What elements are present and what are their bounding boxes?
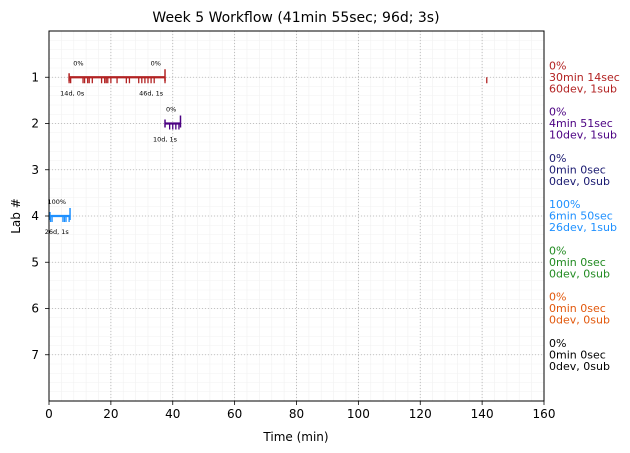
- axes: 0 20 40 60 80 100 120 140 160 1 2 3 4 5 6 7: [31, 70, 555, 421]
- lab-2-percent-label: 0%: [166, 106, 176, 114]
- x-tick-label: 40: [165, 407, 180, 421]
- y-tick-label: 4: [31, 209, 39, 223]
- plot-area: 0% 0% 14d, 0s 46d, 1s 0% 10d, 1s 100% 26d, 1s: [45, 59, 488, 236]
- lab-1-summary-line: 30min 14sec: [549, 71, 620, 84]
- lab-5-summary-line: 0min 0sec: [549, 256, 606, 269]
- x-tick-label: 60: [227, 407, 242, 421]
- lab-1-percent-label: 0%: [151, 59, 161, 67]
- lab-1-track: 0% 0% 14d, 0s 46d, 1s: [60, 59, 488, 97]
- lab-4-summary-line: 100%: [549, 198, 580, 211]
- x-tick-label: 160: [533, 407, 556, 421]
- x-tick-label: 80: [289, 407, 304, 421]
- y-tick-label: 1: [31, 70, 39, 84]
- lab-2-track: 0% 10d, 1s: [153, 106, 182, 144]
- lab-1-summary-line: 0%: [549, 59, 566, 72]
- lab-6-summary-line: 0dev, 0sub: [549, 314, 610, 327]
- lab-2-count-label: 10d, 1s: [153, 136, 178, 144]
- lab-7-summary-line: 0dev, 0sub: [549, 360, 610, 373]
- lab-6-summary-line: 0%: [549, 291, 566, 304]
- chart-title: Week 5 Workflow (41min 55sec; 96d; 3s): [152, 10, 439, 26]
- lab-1-count-label: 14d, 0s: [60, 89, 85, 97]
- x-tick-label: 120: [409, 407, 432, 421]
- lab-1-percent-label: 0%: [73, 59, 83, 67]
- lab-4-count-label: 26d, 1s: [45, 228, 70, 236]
- lab-3-summary-line: 0%: [549, 152, 566, 165]
- lab-5-summary-line: 0dev, 0sub: [549, 267, 610, 280]
- lab-2-summary-line: 0%: [549, 106, 566, 119]
- lab-4-track: 100% 26d, 1s: [45, 198, 71, 236]
- lab-1-count-label: 46d, 1s: [139, 89, 164, 97]
- lab-7-summary-line: 0min 0sec: [549, 348, 606, 361]
- grid: [48, 31, 545, 401]
- x-axis-title: Time (min): [262, 430, 328, 444]
- y-tick-label: 2: [31, 117, 39, 131]
- x-tick-label: 100: [347, 407, 370, 421]
- x-tick-label: 140: [471, 407, 494, 421]
- lab-7-summary-line: 0%: [549, 337, 566, 350]
- x-tick-label: 20: [103, 407, 118, 421]
- y-tick-label: 7: [31, 348, 39, 362]
- lab-2-summary-line: 4min 51sec: [549, 117, 613, 130]
- lab-4-percent-label: 100%: [47, 198, 66, 206]
- y-tick-label: 5: [31, 255, 39, 269]
- lab-1-summary-line: 60dev, 1sub: [549, 82, 617, 95]
- lab-3-summary-line: 0dev, 0sub: [549, 175, 610, 188]
- lab-4-summary-line: 26dev, 1sub: [549, 221, 617, 234]
- lab-2-summary-line: 10dev, 1sub: [549, 129, 617, 142]
- lab-4-summary-line: 6min 50sec: [549, 210, 613, 223]
- lab-6-summary-line: 0min 0sec: [549, 302, 606, 315]
- y-tick-label: 6: [31, 302, 39, 316]
- lab-5-summary-line: 0%: [549, 244, 566, 257]
- lab-3-summary-line: 0min 0sec: [549, 163, 606, 176]
- x-tick-label: 0: [45, 407, 53, 421]
- y-axis-title: Lab #: [9, 198, 23, 234]
- y-tick-label: 3: [31, 163, 39, 177]
